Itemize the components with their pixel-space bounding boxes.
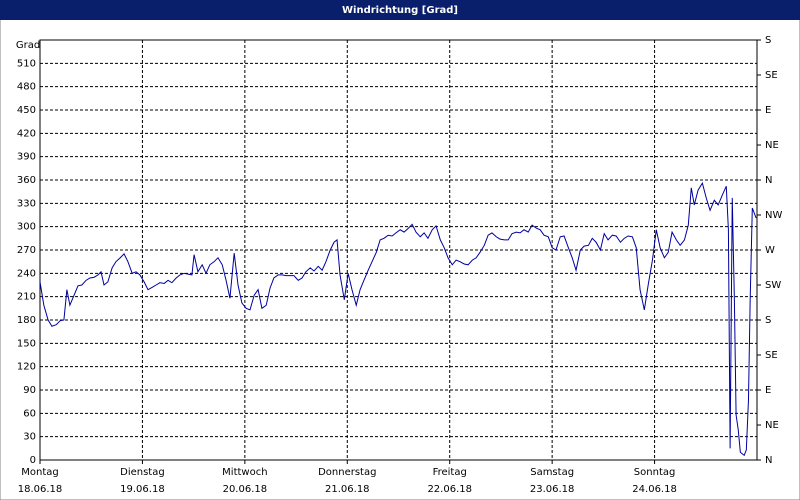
x-tick-label: Montag	[21, 467, 58, 478]
y2-tick-label: NW	[765, 210, 782, 221]
y2-tick-label: SE	[765, 350, 778, 361]
line	[39, 181, 757, 457]
y-tick-label: 510	[17, 58, 36, 69]
y2-tick-label: S	[765, 315, 771, 326]
y-tick-label: 210	[17, 292, 36, 303]
x-tick-date: 20.06.18	[223, 484, 268, 495]
y2-tick-label: NE	[765, 420, 779, 431]
y-tick-label: 330	[17, 198, 36, 209]
y-tick-label: 0	[30, 455, 36, 466]
x-tick-label: Mittwoch	[222, 467, 267, 478]
x-tick-label: Freitag	[433, 467, 467, 478]
y-tick-label: 450	[17, 105, 36, 116]
y2-tick-label: SE	[765, 70, 778, 81]
y2-tick-label: E	[765, 105, 771, 116]
title-bar	[0, 0, 800, 20]
plot-frame	[39, 39, 758, 461]
x-tick-date: 22.06.18	[427, 484, 472, 495]
x-tick-date: 21.06.18	[325, 484, 370, 495]
x-tick-label: Sonntag	[634, 467, 676, 478]
y-tick-label: 60	[23, 408, 36, 419]
x-tick-label: Samstag	[530, 467, 574, 478]
y2-tick-label: NE	[765, 140, 779, 151]
chart-title: Windrichtung [Grad]	[342, 5, 458, 16]
x-tick-date: 24.06.18	[632, 484, 677, 495]
y-tick-label: 150	[17, 338, 36, 349]
y-tick-label: 240	[17, 268, 36, 279]
x-tick-date: 19.06.18	[120, 484, 165, 495]
y2-tick-label: SW	[765, 280, 781, 291]
x-tick-label: Donnerstag	[318, 467, 376, 478]
y2-tick-label: E	[765, 385, 771, 396]
y-axis-label: Grad	[16, 40, 40, 51]
y-tick-label: 360	[17, 175, 36, 186]
y-tick-label: 30	[23, 432, 36, 443]
y-tick-label: 90	[23, 385, 36, 396]
y-tick-label: 420	[17, 128, 36, 139]
y-tick-label: 480	[17, 82, 36, 93]
y-tick-label: 390	[17, 152, 36, 163]
y2-tick-label: N	[765, 175, 772, 186]
y-tick-label: 270	[17, 245, 36, 256]
x-tick-date: 23.06.18	[530, 484, 575, 495]
y2-tick-label: S	[765, 35, 771, 46]
y-tick-label: 120	[17, 362, 36, 373]
y-tick-label: 180	[17, 315, 36, 326]
y2-tick-label: W	[765, 245, 775, 256]
x-tick-label: Dienstag	[120, 467, 165, 478]
x-tick-date: 18.06.18	[18, 484, 63, 495]
y-tick-label: 300	[17, 222, 36, 233]
y2-tick-label: N	[765, 455, 772, 466]
